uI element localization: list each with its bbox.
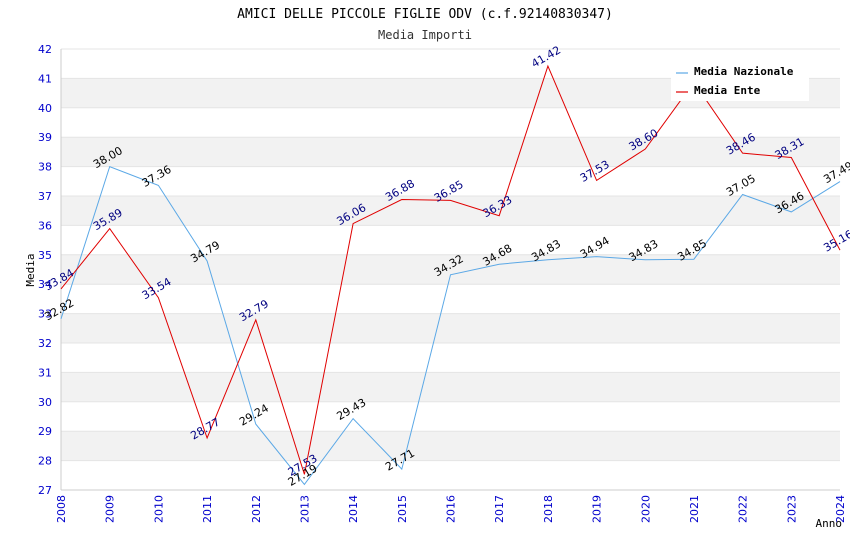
x-tick-label: 2008 <box>55 495 68 523</box>
y-tick-label: 36 <box>38 219 52 232</box>
grid-band <box>61 431 840 461</box>
y-axis-title: Media <box>24 253 37 286</box>
x-tick-label: 2015 <box>396 495 409 523</box>
y-tick-label: 41 <box>38 72 52 85</box>
x-tick-label: 2009 <box>104 495 117 523</box>
x-tick-label: 2023 <box>785 495 798 523</box>
x-tick-label: 2017 <box>493 495 506 523</box>
series-line-media-ente <box>60 64 841 475</box>
chart-subtitle: Media Importi <box>378 28 472 42</box>
y-tick-label: 28 <box>38 455 52 468</box>
grid-bands <box>61 78 840 461</box>
chart-title: AMICI DELLE PICCOLE FIGLIE ODV (c.f.9214… <box>237 7 613 22</box>
legend-box <box>671 61 809 101</box>
x-tick-labels: 2008 2009 2010 2011 2012 2013 2014 2015 2016 2017… <box>55 495 847 523</box>
grid-band <box>61 372 840 402</box>
x-tick-label: 2024 <box>834 495 847 523</box>
grid-band <box>61 254 840 285</box>
data-label: 29.24 <box>237 402 271 429</box>
y-tick-label: 31 <box>38 366 52 379</box>
y-tick-label: 37 <box>38 190 52 203</box>
x-tick-label: 2014 <box>347 495 360 523</box>
y-tick-label: 30 <box>38 396 52 409</box>
y-tick-label: 38 <box>38 161 52 174</box>
x-tick-label: 2010 <box>152 495 165 523</box>
y-tick-label: 42 <box>38 43 52 56</box>
data-label: 33.84 <box>42 266 76 293</box>
x-tick-label: 2020 <box>639 495 652 523</box>
series-line-media-nazionale <box>60 165 841 486</box>
y-tick-labels: 27 28 29 30 31 32 33 34 35 36 37 38 39 40 41 42 <box>38 43 52 497</box>
y-tick-label: 34 <box>38 278 52 291</box>
x-tick-label: 2012 <box>250 495 263 523</box>
series-lines <box>60 64 841 486</box>
y-tick-label: 32 <box>38 337 52 350</box>
y-tick-label: 27 <box>38 484 52 497</box>
grid-band <box>61 137 840 167</box>
y-tick-label: 39 <box>38 131 52 144</box>
x-tick-label: 2013 <box>298 495 311 523</box>
legend: Media Nazionale Media Ente <box>671 61 809 101</box>
legend-label-media-ente: Media Ente <box>694 84 761 97</box>
x-tick-label: 2011 <box>201 495 214 523</box>
y-tick-label: 33 <box>38 308 52 321</box>
x-tick-label: 2019 <box>591 495 604 523</box>
data-label: 37.05 <box>724 172 758 199</box>
x-axis-title: Anno <box>816 517 843 530</box>
legend-label-media-nazionale: Media Nazionale <box>694 65 794 78</box>
data-label: 41.42 <box>529 44 563 71</box>
x-tick-label: 2021 <box>688 495 701 523</box>
y-tick-label: 29 <box>38 425 52 438</box>
x-tick-label: 2022 <box>737 495 750 523</box>
grid-band <box>61 313 840 343</box>
data-label: 35.16 <box>821 228 850 255</box>
y-tick-label: 40 <box>38 102 52 115</box>
y-tick-label: 35 <box>38 249 52 262</box>
x-tick-label: 2018 <box>542 495 555 523</box>
x-tick-label: 2016 <box>445 495 458 523</box>
